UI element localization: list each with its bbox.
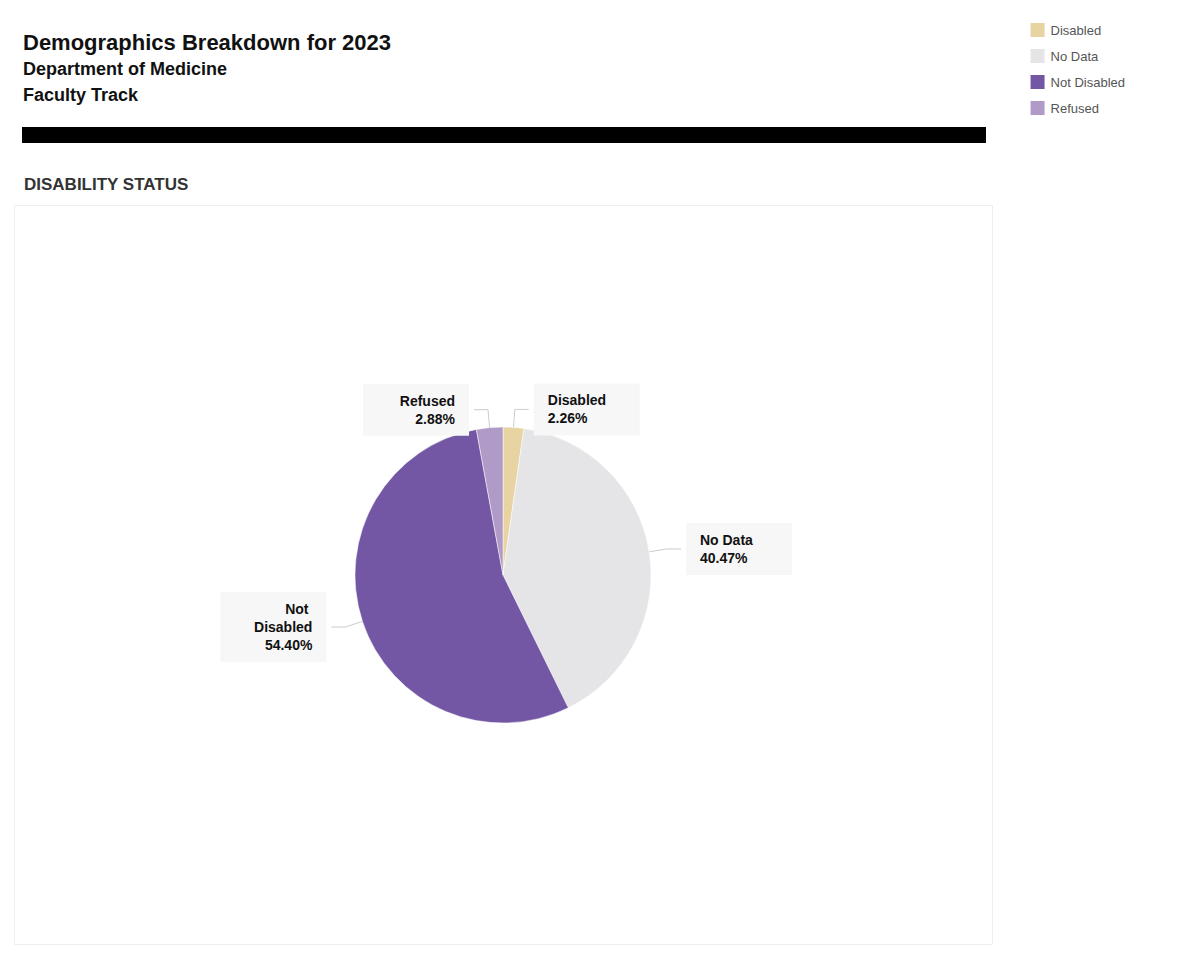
svg-text:DISABILITY STATUS: DISABILITY STATUS	[24, 175, 188, 194]
svg-text:2.26%: 2.26%	[548, 410, 588, 426]
svg-text:No Data: No Data	[1051, 49, 1099, 64]
svg-text:Disabled: Disabled	[1051, 23, 1102, 38]
svg-text:2.88%: 2.88%	[415, 411, 455, 427]
svg-text:Demographics Breakdown for 202: Demographics Breakdown for 2023	[23, 30, 391, 55]
svg-text:Disabled: Disabled	[548, 392, 606, 408]
svg-text:Not: Not	[285, 601, 312, 617]
svg-text:Department of Medicine: Department of Medicine	[23, 59, 227, 79]
svg-text:Faculty Track: Faculty Track	[23, 85, 139, 105]
svg-text:No Data: No Data	[700, 532, 753, 548]
svg-text:Disabled: Disabled	[254, 619, 312, 635]
svg-text:Refused: Refused	[400, 393, 455, 409]
svg-text:Not Disabled: Not Disabled	[1051, 75, 1125, 90]
svg-text:Refused: Refused	[1051, 101, 1099, 116]
svg-text:40.47%: 40.47%	[700, 550, 748, 566]
svg-text:54.40%: 54.40%	[265, 637, 313, 653]
